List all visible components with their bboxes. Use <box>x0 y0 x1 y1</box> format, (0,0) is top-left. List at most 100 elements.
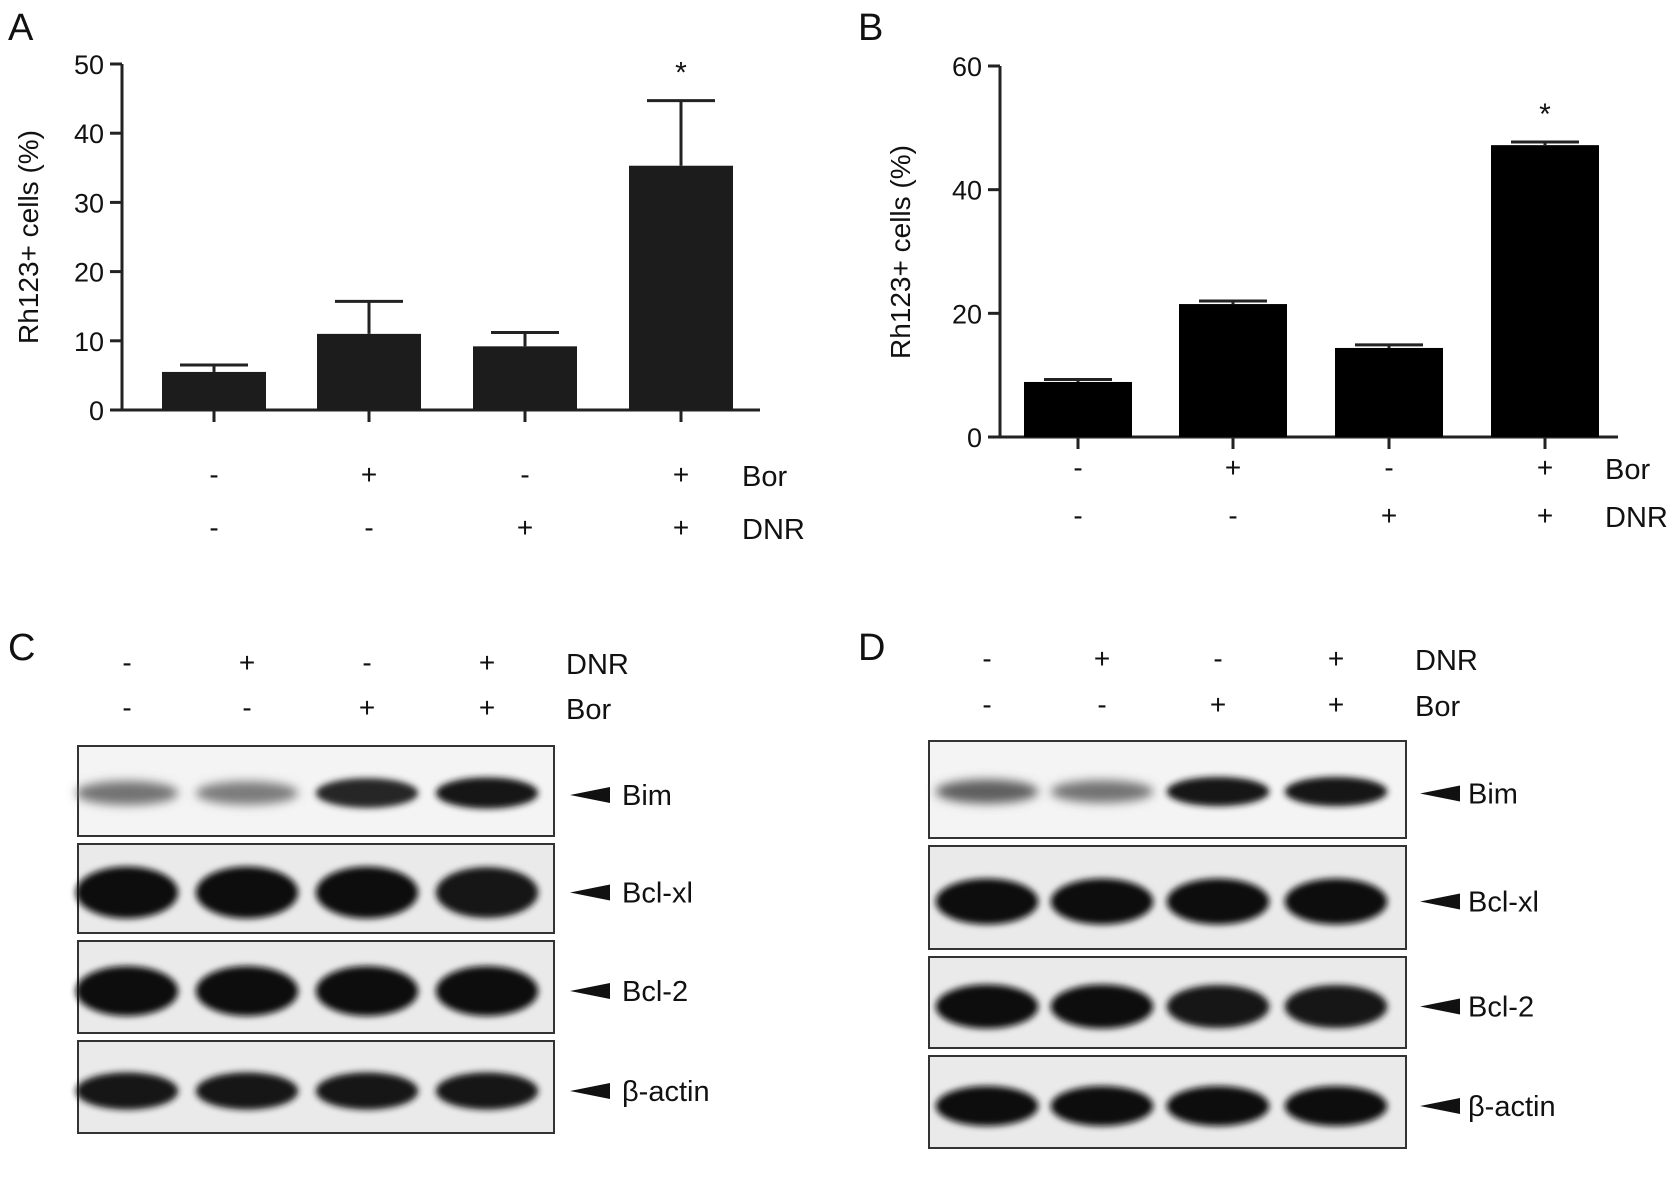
blot-band <box>1284 878 1388 925</box>
condition-sign: + <box>517 512 533 543</box>
bar <box>473 346 577 410</box>
blot-condition-sign: + <box>479 647 495 678</box>
band-arrow-icon <box>1420 998 1460 1015</box>
condition-sign: - <box>1384 452 1393 483</box>
band-label: β-actin <box>622 1076 710 1108</box>
band-arrow-icon <box>570 983 610 999</box>
condition-label: Bor <box>742 461 787 493</box>
blot-band <box>435 777 539 809</box>
western-blot-d: - + - + DNR - - + + Bor Bim Bcl-xl Bcl-2 β-actin <box>928 643 1556 1149</box>
blot-condition-sign: + <box>479 692 495 723</box>
y-tick-label: 20 <box>952 299 982 329</box>
band-arrow-icon <box>1420 1098 1460 1114</box>
condition-label: DNR <box>742 514 805 546</box>
blot-condition-sign: - <box>122 647 131 678</box>
blot-band <box>1166 984 1270 1029</box>
bar <box>1179 304 1287 437</box>
y-tick-label: 40 <box>74 119 104 149</box>
bar <box>629 165 733 410</box>
condition-sign: + <box>1225 452 1241 483</box>
band-arrow-icon <box>1420 785 1460 802</box>
condition-sign: - <box>209 459 218 490</box>
condition-sign: + <box>1381 500 1397 531</box>
blot-band <box>435 867 539 918</box>
blot-condition-sign: - <box>1097 689 1106 720</box>
bar <box>1491 145 1599 437</box>
blot-condition-sign: + <box>239 647 255 678</box>
blot-band <box>1284 1086 1388 1126</box>
band-label: Bim <box>1468 779 1518 811</box>
y-tick-label: 60 <box>952 52 982 82</box>
condition-sign: + <box>1537 452 1553 483</box>
condition-sign: - <box>364 512 373 543</box>
blot-band <box>195 966 299 1016</box>
bar <box>1024 381 1132 437</box>
blot-condition-sign: + <box>1328 689 1344 720</box>
blot-band <box>935 1086 1039 1126</box>
blot-band <box>195 1072 299 1110</box>
blot-band <box>1166 878 1270 925</box>
blot-band <box>315 778 419 808</box>
blot-condition-sign: - <box>1213 643 1222 674</box>
y-axis-label: Rh123+ cells (%) <box>885 145 916 359</box>
blot-band <box>315 866 419 919</box>
blot-band <box>935 984 1039 1029</box>
blot-band <box>1050 984 1154 1029</box>
panel-label-c: C <box>8 627 35 669</box>
blot-condition-sign: - <box>242 692 251 723</box>
band-arrow-icon <box>570 1083 610 1099</box>
condition-sign: - <box>1228 500 1237 531</box>
significance-marker: * <box>1539 98 1551 131</box>
condition-label: Bor <box>1605 454 1650 486</box>
bar <box>317 333 421 410</box>
bar <box>162 371 266 410</box>
blot-band <box>435 1072 539 1110</box>
blot-band <box>75 966 179 1016</box>
panel-label-b: B <box>858 7 883 49</box>
band-label: β-actin <box>1468 1091 1556 1123</box>
band-arrow-icon <box>570 884 610 901</box>
band-arrow-icon <box>1420 893 1460 910</box>
bar-chart-b: 0 20 40 60 Rh123+ cells (%) * - + - + Bor - - + + DNR <box>885 52 1668 534</box>
blot-band <box>1050 780 1154 803</box>
condition-sign: - <box>1073 452 1082 483</box>
blot-condition-sign: + <box>359 692 375 723</box>
condition-sign: + <box>1537 500 1553 531</box>
y-tick-label: 10 <box>74 327 104 357</box>
blot-band <box>195 866 299 919</box>
band-label: Bcl-xl <box>622 878 693 910</box>
western-blot-c: - + - + DNR - - + + Bor Bim Bcl-xl Bcl-2 β-actin <box>75 647 710 1134</box>
blot-band <box>195 781 299 805</box>
blot-condition-sign: + <box>1210 689 1226 720</box>
blot-band <box>1050 878 1154 925</box>
band-label: Bim <box>622 780 672 812</box>
blot-condition-sign: - <box>982 689 991 720</box>
blot-band <box>315 1072 419 1110</box>
condition-sign: - <box>1073 500 1082 531</box>
blot-band <box>315 966 419 1016</box>
condition-sign: - <box>209 512 218 543</box>
blot-condition-sign: - <box>362 647 371 678</box>
blot-band <box>435 966 539 1016</box>
blot-condition-label: DNR <box>1415 645 1478 677</box>
y-axis-label: Rh123+ cells (%) <box>13 130 44 344</box>
blot-condition-label: Bor <box>566 694 611 726</box>
y-tick-label: 0 <box>967 423 982 453</box>
blot-band <box>75 1072 179 1110</box>
blot-band <box>1284 776 1388 807</box>
band-label: Bcl-2 <box>1468 992 1534 1024</box>
blot-band <box>75 866 179 919</box>
condition-sign: + <box>673 459 689 490</box>
bar <box>1335 347 1443 437</box>
y-tick-label: 0 <box>89 396 104 426</box>
condition-label: DNR <box>1605 502 1668 534</box>
blot-condition-sign: - <box>122 692 131 723</box>
condition-sign: + <box>673 512 689 543</box>
blot-condition-sign: - <box>982 643 991 674</box>
blot-band <box>935 878 1039 925</box>
condition-sign: - <box>520 459 529 490</box>
band-label: Bcl-2 <box>622 976 688 1008</box>
significance-marker: * <box>675 57 687 90</box>
blot-condition-label: Bor <box>1415 691 1460 723</box>
